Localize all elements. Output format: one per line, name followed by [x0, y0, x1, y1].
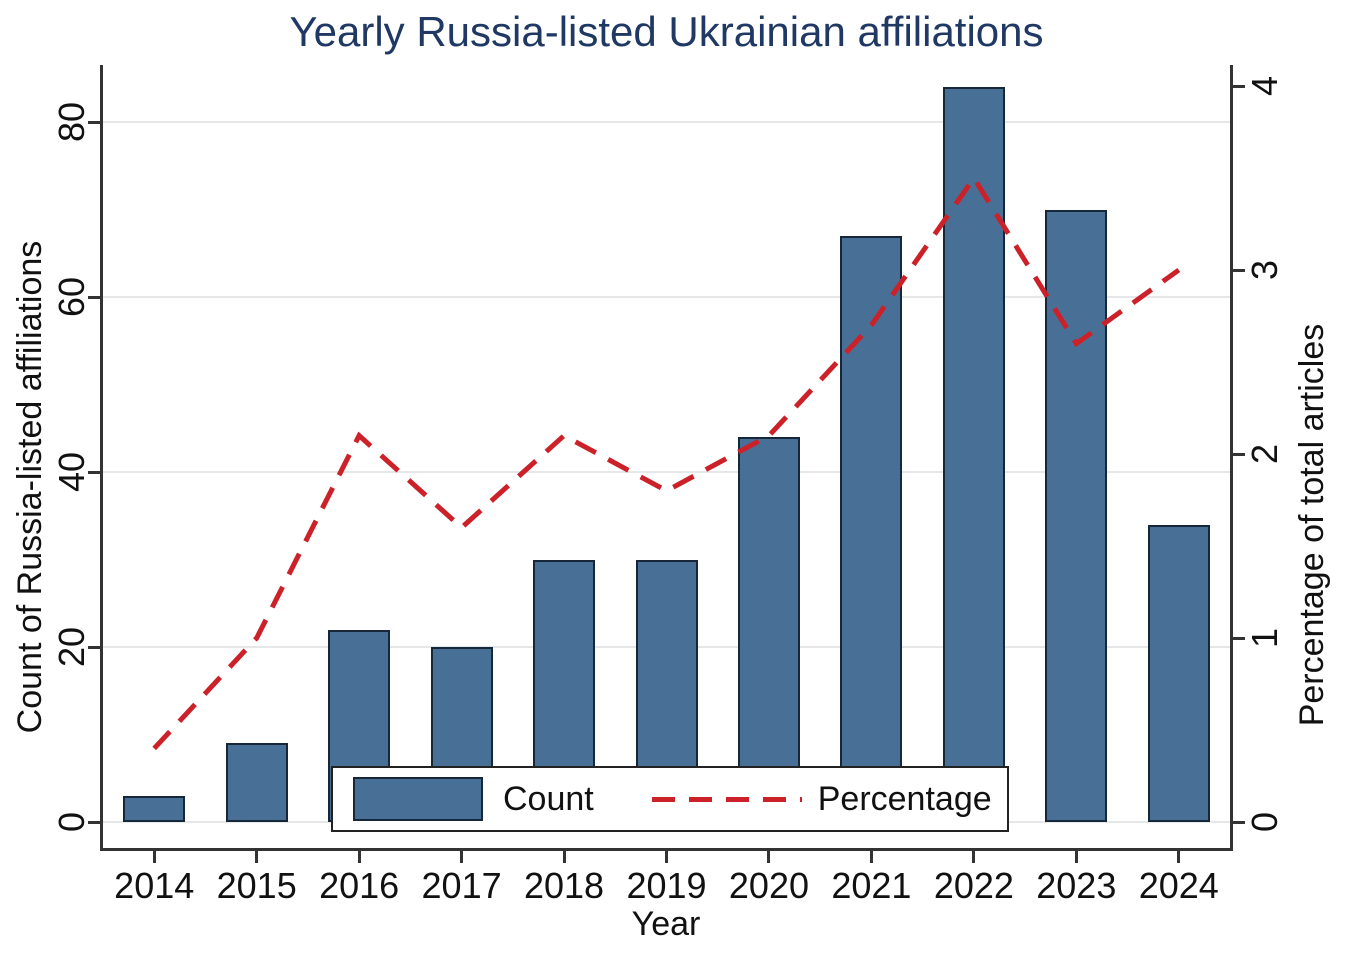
x-axis-tick	[255, 851, 259, 863]
x-axis-tick-label: 2018	[523, 865, 605, 906]
x-axis-tick-label: 2023	[1036, 865, 1117, 906]
left-axis-tick	[88, 820, 100, 824]
right-axis-tick-label: 3	[1244, 259, 1285, 281]
x-axis-tick-label: 2022	[933, 865, 1014, 906]
x-axis-line	[100, 848, 1233, 851]
x-axis-tick	[869, 851, 873, 863]
gridline	[103, 296, 1230, 298]
right-axis-tick-label: 0	[1244, 811, 1285, 833]
right-axis-tick	[1233, 268, 1245, 272]
x-axis-tick-label: 2024	[1138, 865, 1219, 906]
left-axis-tick	[88, 470, 100, 474]
bar-2024	[1147, 524, 1210, 822]
x-axis-tick-label: 2016	[319, 865, 400, 906]
x-axis-tick-label: 2020	[728, 865, 809, 906]
right-axis-tick	[1233, 820, 1245, 824]
x-axis-tick	[1177, 851, 1181, 863]
right-axis-tick	[1233, 84, 1245, 88]
bar-2021	[840, 235, 903, 822]
plot-area	[103, 65, 1230, 848]
left-axis-tick	[88, 295, 100, 299]
bar-2022	[942, 87, 1005, 822]
left-axis-tick-label: 60	[51, 276, 92, 318]
x-axis-tick	[972, 851, 976, 863]
bar-2015	[225, 743, 288, 822]
legend-count-label: Count	[503, 780, 594, 818]
x-axis-title: Year	[631, 905, 701, 943]
gridline	[103, 471, 1230, 473]
x-axis-tick-label: 2019	[626, 865, 707, 906]
legend: Count Percentage	[331, 766, 1009, 832]
right-axis-tick-label: 4	[1244, 75, 1285, 97]
left-axis-title: Count of Russia-listed affiliations	[11, 240, 49, 734]
x-axis-tick	[767, 851, 771, 863]
right-axis-title: Percentage of total articles	[1293, 323, 1331, 727]
x-axis-tick-label: 2021	[831, 865, 912, 906]
x-axis-tick	[665, 851, 668, 863]
bar-2014	[123, 795, 186, 822]
left-axis-tick-label: 20	[51, 626, 92, 668]
x-axis-tick	[460, 851, 464, 863]
x-axis-tick-label: 2014	[114, 865, 195, 906]
chart-title: Yearly Russia-listed Ukrainian affiliati…	[289, 8, 1044, 55]
x-axis-tick	[357, 851, 361, 863]
legend-dashed-line-swatch	[651, 796, 802, 802]
gridline	[103, 121, 1230, 123]
percentage-line	[152, 173, 1181, 751]
legend-bar-swatch	[353, 777, 483, 821]
x-axis-tick	[152, 851, 156, 863]
bar-2020	[737, 437, 800, 822]
left-axis-tick-label: 80	[51, 101, 92, 143]
legend-percentage-label: Percentage	[817, 780, 992, 818]
x-axis-tick-label: 2017	[421, 865, 502, 906]
right-axis-tick	[1233, 452, 1245, 456]
right-axis-tick-label: 2	[1244, 443, 1285, 465]
left-axis-tick-label: 0	[51, 811, 92, 833]
right-axis-tick	[1233, 636, 1245, 640]
x-axis-tick-label: 2015	[216, 865, 297, 906]
y-axis-right-line	[1230, 65, 1233, 851]
x-axis-tick	[1074, 851, 1078, 863]
left-axis-tick	[88, 645, 100, 649]
y-axis-left-line	[100, 65, 103, 851]
left-axis-tick-label: 40	[51, 451, 92, 493]
x-axis-tick	[562, 851, 566, 863]
right-axis-tick-label: 1	[1244, 627, 1285, 649]
left-axis-tick	[88, 120, 100, 124]
